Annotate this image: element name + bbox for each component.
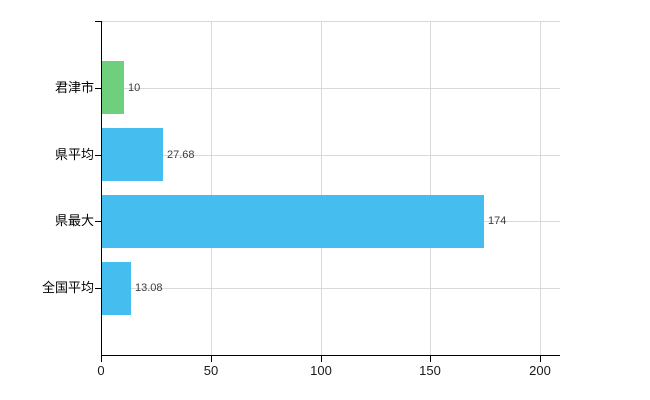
grid-line-vertical xyxy=(211,21,212,355)
category-label: 県平均 xyxy=(54,147,94,162)
grid-line-horizontal xyxy=(102,88,560,89)
x-axis-tick xyxy=(211,356,212,362)
x-axis-tick xyxy=(101,356,102,362)
grid-line-vertical xyxy=(321,21,322,355)
x-axis-line xyxy=(101,355,560,356)
bar xyxy=(102,61,124,114)
category-label: 全国平均 xyxy=(41,280,94,295)
x-axis-tick xyxy=(540,356,541,362)
y-axis-tick xyxy=(95,288,101,289)
bar-value-label: 10 xyxy=(128,82,141,94)
y-axis-tick xyxy=(95,155,101,156)
y-axis-tick xyxy=(95,88,101,89)
x-tick-label: 200 xyxy=(529,363,551,378)
y-axis-line xyxy=(101,21,102,356)
x-tick-label: 100 xyxy=(310,363,332,378)
grid-line-horizontal xyxy=(102,288,560,289)
grid-line-horizontal xyxy=(102,21,560,22)
category-label: 県最大 xyxy=(54,213,94,228)
x-tick-label: 150 xyxy=(419,363,441,378)
grid-line-horizontal xyxy=(102,155,560,156)
x-axis-tick xyxy=(430,356,431,362)
bar xyxy=(102,262,131,315)
bar-value-label: 13.08 xyxy=(135,282,163,294)
bar xyxy=(102,195,484,248)
y-axis-tick xyxy=(95,221,101,222)
category-label: 君津市 xyxy=(54,80,94,95)
y-axis-tick xyxy=(95,21,101,22)
x-tick-label: 50 xyxy=(203,363,219,378)
x-axis-tick xyxy=(321,356,322,362)
bar-value-label: 174 xyxy=(488,215,507,227)
bar-value-label: 27.68 xyxy=(167,149,195,161)
grid-line-vertical xyxy=(430,21,431,355)
x-tick-label: 0 xyxy=(97,363,105,378)
grid-line-vertical xyxy=(540,21,541,355)
bar xyxy=(102,128,163,181)
